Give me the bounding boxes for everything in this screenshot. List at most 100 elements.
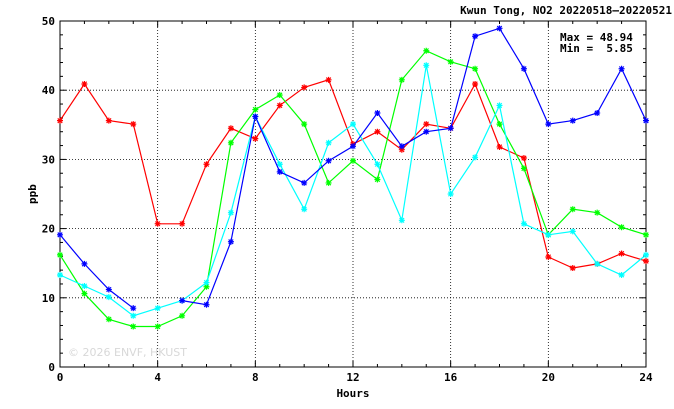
data-point-marker <box>301 121 308 128</box>
data-point-marker <box>423 128 430 135</box>
axis-ticks <box>59 20 647 368</box>
data-point-marker <box>227 238 234 245</box>
x-tick-label: 20 <box>542 371 555 384</box>
data-point-marker <box>154 305 161 312</box>
data-point-marker <box>301 206 308 213</box>
data-point-marker <box>398 217 405 224</box>
series-line <box>182 27 647 306</box>
data-point-marker <box>398 146 405 153</box>
data-point-marker <box>643 117 649 124</box>
data-point-marker <box>472 154 479 161</box>
data-point-marker <box>618 271 625 278</box>
data-point-marker <box>81 290 88 297</box>
watermark: © 2026 ENVF, HKUST <box>68 346 187 359</box>
data-point-marker <box>203 283 210 290</box>
grid-lines <box>60 21 646 367</box>
data-point-marker <box>374 176 381 183</box>
x-axis-label: Hours <box>336 387 369 400</box>
data-point-marker <box>643 251 649 258</box>
data-point-marker <box>643 258 649 265</box>
data-point-marker <box>252 113 259 120</box>
x-tick-label: 4 <box>154 371 161 384</box>
data-point-marker <box>496 102 503 109</box>
data-point-marker <box>325 157 332 164</box>
x-tick-labels: 0 4 8 12 16 20 24 <box>57 371 653 384</box>
data-point-marker <box>252 135 259 142</box>
data-point-marker <box>227 139 234 146</box>
data-point-marker <box>81 283 88 290</box>
data-point-marker <box>301 84 308 91</box>
data-point-marker <box>105 286 112 293</box>
data-point-marker <box>618 250 625 257</box>
data-point-marker <box>374 110 381 117</box>
data-point-marker <box>423 121 430 128</box>
data-point-marker <box>398 143 405 150</box>
data-point-marker <box>520 220 527 227</box>
data-point-marker <box>325 139 332 146</box>
data-point-marker <box>154 220 161 227</box>
data-point-marker <box>179 220 186 227</box>
x-tick-label: 0 <box>57 371 64 384</box>
data-point-marker <box>105 294 112 301</box>
data-point-marker <box>301 179 308 186</box>
y-axis-label: ppb <box>26 184 39 204</box>
y-tick-labels: 0 10 20 30 40 50 <box>42 15 55 374</box>
data-point-marker <box>276 92 283 99</box>
data-point-marker <box>276 168 283 175</box>
max-annotation: Max = 48.94 <box>560 31 633 44</box>
data-point-marker <box>496 25 503 32</box>
data-point-marker <box>57 271 63 278</box>
data-point-marker <box>423 62 430 69</box>
x-tick-label: 24 <box>639 371 653 384</box>
data-point-marker <box>203 279 210 286</box>
y-tick-label: 10 <box>42 292 55 305</box>
x-tick-label: 8 <box>252 371 259 384</box>
data-point-marker <box>472 33 479 40</box>
data-point-marker <box>203 301 210 308</box>
data-point-marker <box>130 121 137 128</box>
data-point-marker <box>643 231 649 238</box>
y-tick-label: 40 <box>42 84 55 97</box>
data-point-marker <box>57 231 63 238</box>
data-point-marker <box>227 125 234 132</box>
y-tick-label: 0 <box>48 361 55 374</box>
data-point-marker <box>325 179 332 186</box>
min-annotation: Min = 5.85 <box>560 42 633 55</box>
series-layer <box>57 25 649 330</box>
data-point-marker <box>447 125 454 132</box>
y-tick-label: 50 <box>42 15 55 28</box>
data-point-marker <box>496 143 503 150</box>
data-point-marker <box>203 161 210 168</box>
data-point-marker <box>594 260 601 267</box>
data-point-marker <box>179 297 186 304</box>
data-point-marker <box>276 161 283 168</box>
series-3 <box>57 62 649 319</box>
data-point-marker <box>130 312 137 319</box>
data-point-marker <box>447 191 454 197</box>
data-point-marker <box>154 323 161 330</box>
data-point-marker <box>227 209 234 216</box>
data-point-marker <box>520 155 527 162</box>
data-point-marker <box>57 117 63 124</box>
data-point-marker <box>423 47 430 54</box>
data-point-marker <box>374 128 381 135</box>
data-point-marker <box>594 209 601 216</box>
data-point-marker <box>545 253 552 260</box>
data-point-marker <box>618 224 625 231</box>
data-point-marker <box>520 165 527 172</box>
data-point-marker <box>569 206 576 213</box>
chart-title: Kwun Tong, NO2 20220518–20220521 <box>460 4 672 17</box>
data-point-marker <box>105 316 112 323</box>
data-point-marker <box>350 157 356 164</box>
data-point-marker <box>179 312 186 319</box>
data-point-marker <box>569 117 576 124</box>
x-tick-label: 16 <box>444 371 458 384</box>
data-point-marker <box>569 228 576 235</box>
data-point-marker <box>398 76 405 83</box>
y-tick-label: 20 <box>42 223 55 236</box>
data-point-marker <box>350 143 356 150</box>
data-point-marker <box>447 58 454 65</box>
data-point-marker <box>496 121 503 128</box>
data-point-marker <box>81 260 88 267</box>
